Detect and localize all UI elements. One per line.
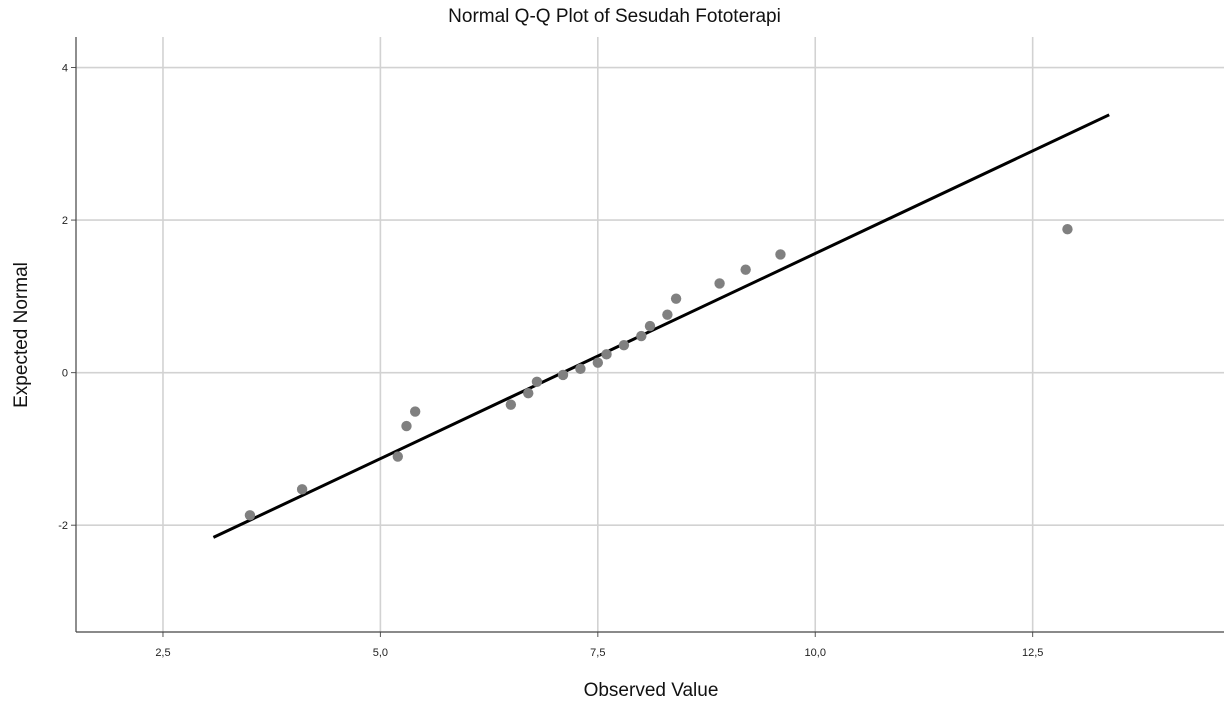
data-point <box>1062 224 1073 235</box>
y-tick-label: 4 <box>62 63 68 75</box>
x-gridlines <box>162 37 1034 632</box>
y-gridlines <box>76 66 1224 527</box>
data-point <box>714 278 725 289</box>
data-point <box>740 264 751 275</box>
data-point <box>618 339 630 351</box>
data-point <box>505 399 517 410</box>
data-point <box>775 249 786 260</box>
chart-title: Normal Q-Q Plot of Sesudah Fototerapi <box>448 6 781 27</box>
x-tick-label: 5,0 <box>373 647 388 659</box>
y-tick-label: 0 <box>62 368 68 380</box>
x-tick-label: 12,5 <box>1022 647 1043 659</box>
data-point <box>409 406 421 417</box>
data-point <box>670 293 682 304</box>
data-point <box>636 330 647 342</box>
y-tick-label: 2 <box>62 215 68 227</box>
data-point <box>523 388 534 399</box>
data-point <box>296 484 308 495</box>
x-tick-label: 10,0 <box>805 647 826 659</box>
reference-line <box>212 113 1110 539</box>
axes <box>71 37 1224 637</box>
x-axis-title: Observed Value <box>583 680 719 701</box>
data-point <box>401 420 412 432</box>
x-tick-label: 2,5 <box>155 647 170 659</box>
x-tick-label: 7,5 <box>590 647 605 659</box>
data-point <box>644 320 656 332</box>
data-point <box>592 357 604 368</box>
data-point <box>601 349 612 360</box>
data-marks <box>212 113 1110 539</box>
y-tick-label: -2 <box>58 520 68 532</box>
tick-labels: 2,5 5,0 7,5 10,0 12,5 -2 0 2 4 <box>58 63 1043 659</box>
data-point <box>575 363 586 375</box>
data-point <box>244 510 256 521</box>
data-point <box>662 309 673 320</box>
data-point <box>531 376 543 387</box>
data-point <box>557 369 569 381</box>
data-point <box>392 451 403 462</box>
